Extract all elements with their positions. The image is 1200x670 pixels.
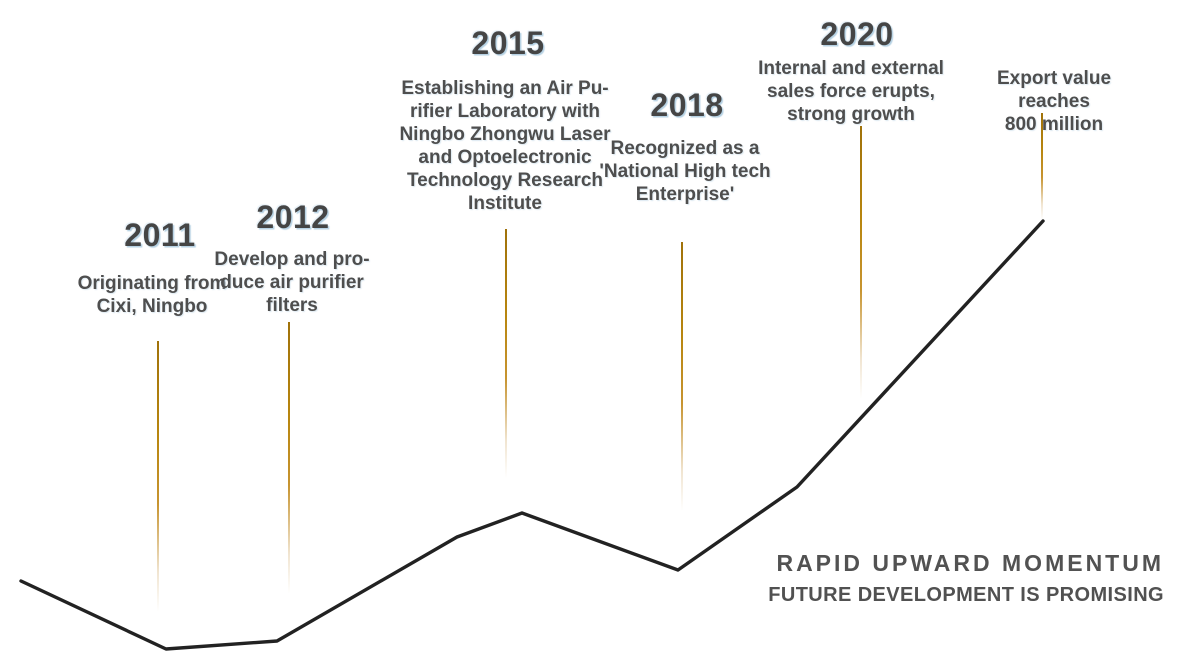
milestone-tick-2011	[157, 341, 159, 612]
milestone-year-2020: 2020	[820, 16, 894, 52]
milestone-tick-2020	[860, 126, 862, 399]
milestone-text-2015: Establishing an Air Pu- rifier Laborator…	[399, 78, 611, 214]
growth-line	[19, 219, 1045, 651]
footer-title: RAPID UPWARD MOMENTUM	[776, 550, 1164, 576]
footer-subtitle: FUTURE DEVELOPMENT IS PROMISING	[768, 584, 1164, 606]
milestone-tick-2015	[505, 229, 507, 478]
footer-slogan: RAPID UPWARD MOMENTUM FUTURE DEVELOPMENT…	[768, 548, 1164, 608]
milestone-tick-export	[1041, 113, 1043, 220]
milestone-tick-2018	[681, 242, 683, 511]
milestone-text-2020: Internal and external sales force erupts…	[758, 58, 944, 125]
milestone-year-2015: 2015	[471, 25, 545, 61]
milestone-text-2012: Develop and pro- duce air purifier filte…	[214, 249, 370, 316]
milestone-tick-2012	[288, 322, 290, 594]
milestone-year-2011: 2011	[124, 217, 196, 253]
milestone-year-2018: 2018	[650, 87, 724, 123]
milestone-text-2011: Originating from Cixi, Ningbo	[77, 273, 227, 317]
milestone-year-2012: 2012	[256, 199, 330, 235]
milestone-text-export: Export value reaches 800 million	[996, 68, 1112, 135]
milestone-text-2018: Recognized as a 'National High tech Ente…	[599, 138, 771, 205]
